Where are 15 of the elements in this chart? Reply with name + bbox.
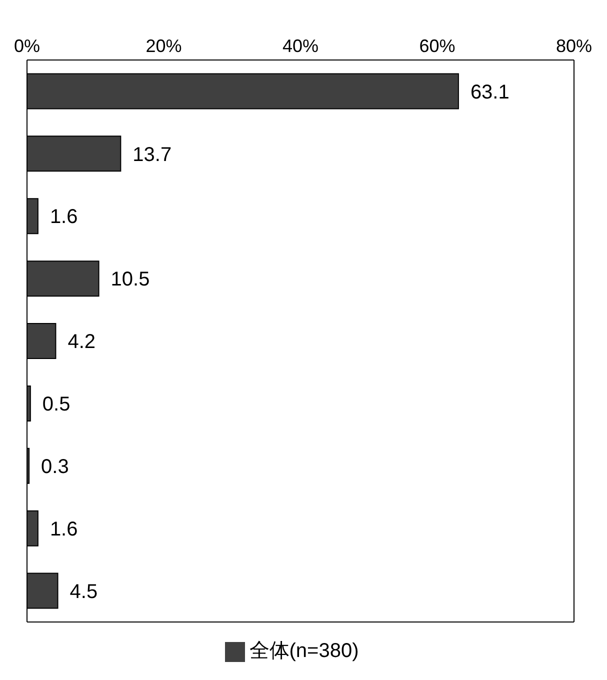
data-label: 4.2 [68,331,96,354]
data-label: 63.1 [470,81,510,104]
data-label: 13.7 [132,144,172,166]
x-tick-label: 20% [146,36,182,56]
x-tick-label: 40% [282,36,319,56]
data-label: 4.5 [70,580,98,603]
data-label: 0.5 [42,394,70,416]
x-tick-label: 60% [419,36,456,56]
x-tick-label: 80% [556,36,592,56]
data-label: 10.5 [110,268,150,291]
data-label: 1.6 [50,518,78,540]
legend-label: 全体(n=380) [249,640,359,662]
data-label: 0.3 [41,456,69,478]
data-label: 1.6 [50,206,78,228]
x-tick-label: 0% [14,36,40,56]
